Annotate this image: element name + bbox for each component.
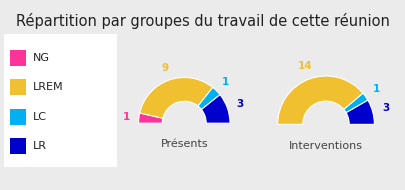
Text: NG: NG bbox=[32, 53, 49, 63]
Text: 3: 3 bbox=[382, 103, 390, 113]
Wedge shape bbox=[198, 87, 220, 109]
Wedge shape bbox=[139, 113, 163, 123]
Text: 1: 1 bbox=[222, 77, 229, 87]
FancyBboxPatch shape bbox=[10, 138, 26, 154]
FancyBboxPatch shape bbox=[10, 79, 26, 95]
Text: LR: LR bbox=[32, 141, 47, 151]
Text: Présents: Présents bbox=[160, 139, 208, 149]
Text: Répartition par groupes du travail de cette réunion: Répartition par groupes du travail de ce… bbox=[15, 13, 390, 29]
Text: 1: 1 bbox=[373, 84, 380, 94]
Text: 3: 3 bbox=[236, 99, 243, 109]
Text: 1: 1 bbox=[122, 112, 130, 122]
Text: LREM: LREM bbox=[32, 82, 63, 92]
Wedge shape bbox=[278, 76, 363, 124]
Text: 9: 9 bbox=[161, 63, 168, 73]
Wedge shape bbox=[201, 95, 230, 123]
FancyBboxPatch shape bbox=[0, 28, 123, 174]
FancyBboxPatch shape bbox=[10, 50, 26, 66]
Wedge shape bbox=[346, 100, 374, 124]
Text: LC: LC bbox=[32, 112, 47, 122]
Wedge shape bbox=[344, 93, 368, 113]
Text: Interventions: Interventions bbox=[289, 141, 363, 151]
FancyBboxPatch shape bbox=[10, 109, 26, 125]
Text: 14: 14 bbox=[298, 61, 312, 71]
Wedge shape bbox=[140, 78, 213, 118]
